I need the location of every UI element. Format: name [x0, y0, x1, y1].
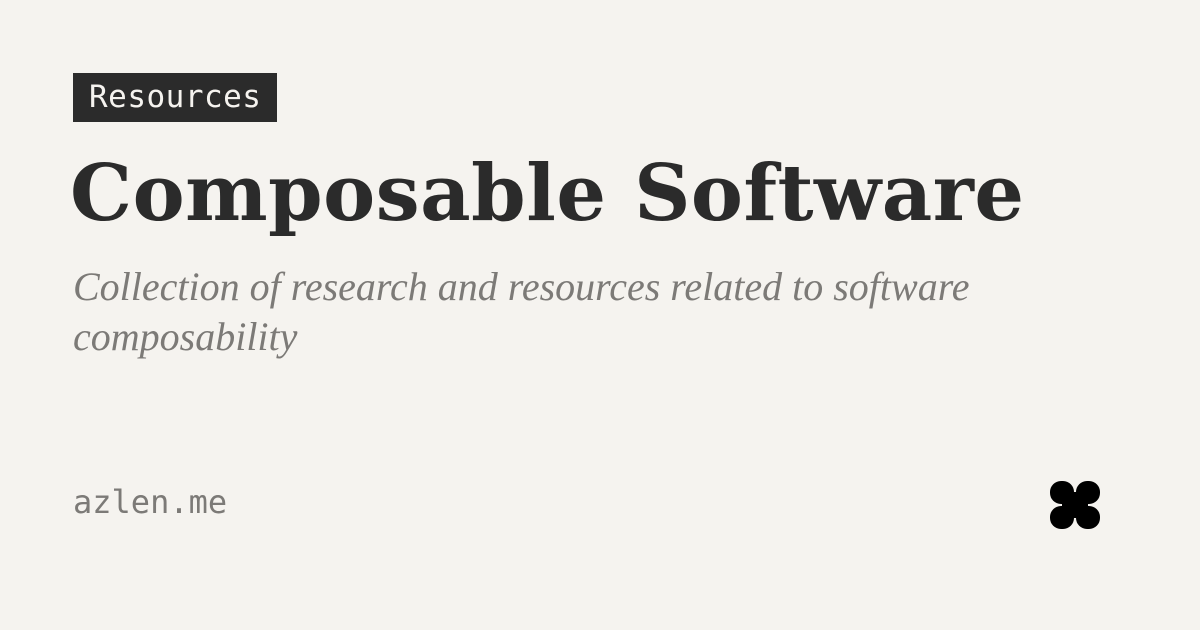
category-tag: Resources — [73, 73, 278, 122]
logo-center — [1062, 492, 1088, 518]
site-domain: azlen.me — [73, 483, 228, 521]
page-subtitle: Collection of research and resources rel… — [73, 264, 970, 359]
clover-logo-icon — [1049, 480, 1101, 530]
page-title: Composable Software — [70, 148, 1025, 239]
